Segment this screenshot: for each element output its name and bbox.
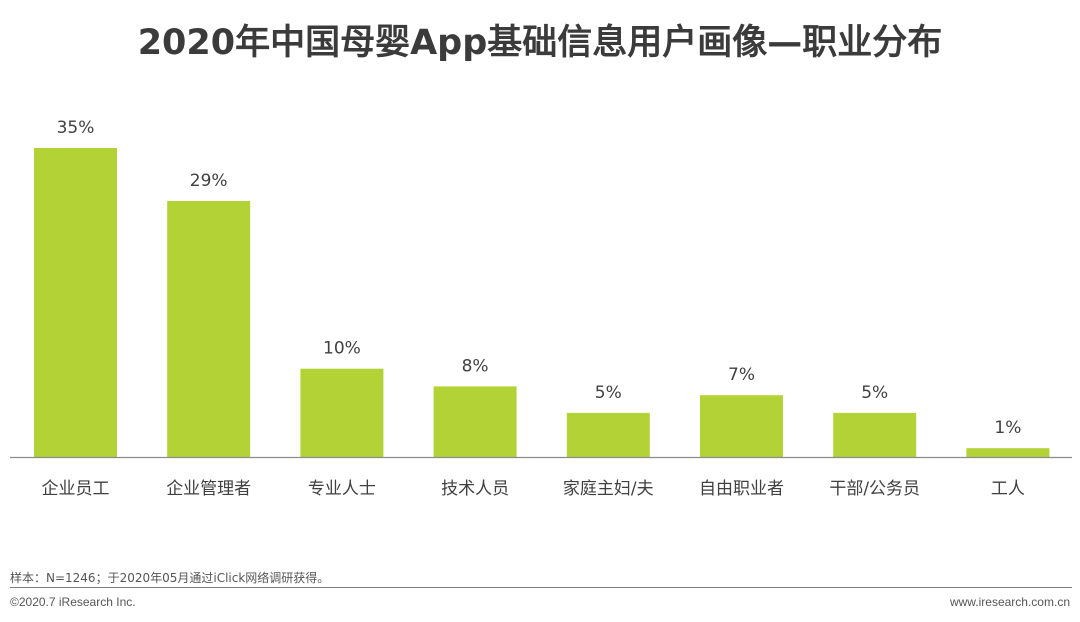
category-label-group: 企业员工 企业管理者 专业人士 技术人员 家庭主妇/夫 自由职业者 干部/公务员 工人 — [42, 479, 1025, 499]
copyright-text: ©2020.7 iResearch Inc. — [10, 595, 136, 609]
value-label-1: 29% — [190, 171, 228, 191]
category-label-3: 技术人员 — [441, 479, 509, 499]
bar-group — [34, 148, 1050, 457]
value-label-3: 8% — [462, 356, 489, 376]
bar-0 — [34, 148, 117, 457]
value-label-2: 10% — [323, 339, 361, 359]
bar-6 — [833, 412, 917, 457]
category-label-5: 自由职业者 — [699, 479, 784, 499]
category-label-0: 企业员工 — [42, 479, 110, 499]
footer-divider — [10, 587, 1072, 588]
bar-2 — [300, 368, 384, 457]
bar-1 — [167, 201, 251, 457]
category-label-7: 工人 — [991, 479, 1025, 499]
category-label-1: 企业管理者 — [166, 479, 251, 499]
bar-5 — [700, 395, 783, 457]
sample-note: 样本：N=1246；于2020年05月通过iClick网络调研获得。 — [10, 571, 330, 585]
category-label-4: 家庭主妇/夫 — [563, 479, 654, 499]
bar-4 — [566, 412, 650, 457]
chart-title: 2020年中国母婴App基础信息用户画像—职业分布 — [137, 23, 943, 63]
value-label-4: 5% — [595, 383, 622, 403]
category-label-6: 干部/公务员 — [829, 479, 920, 499]
bar-3 — [433, 386, 517, 457]
value-label-0: 35% — [57, 118, 95, 138]
value-label-5: 7% — [728, 365, 755, 385]
value-label-group: 35% 29% 10% 8% 5% 7% 5% 1% — [57, 118, 1022, 438]
value-label-7: 1% — [994, 418, 1021, 438]
website-link[interactable]: www.iresearch.com.cn — [949, 595, 1070, 609]
value-label-6: 5% — [861, 383, 888, 403]
category-label-2: 专业人士 — [308, 479, 376, 499]
bar-7 — [966, 448, 1050, 457]
